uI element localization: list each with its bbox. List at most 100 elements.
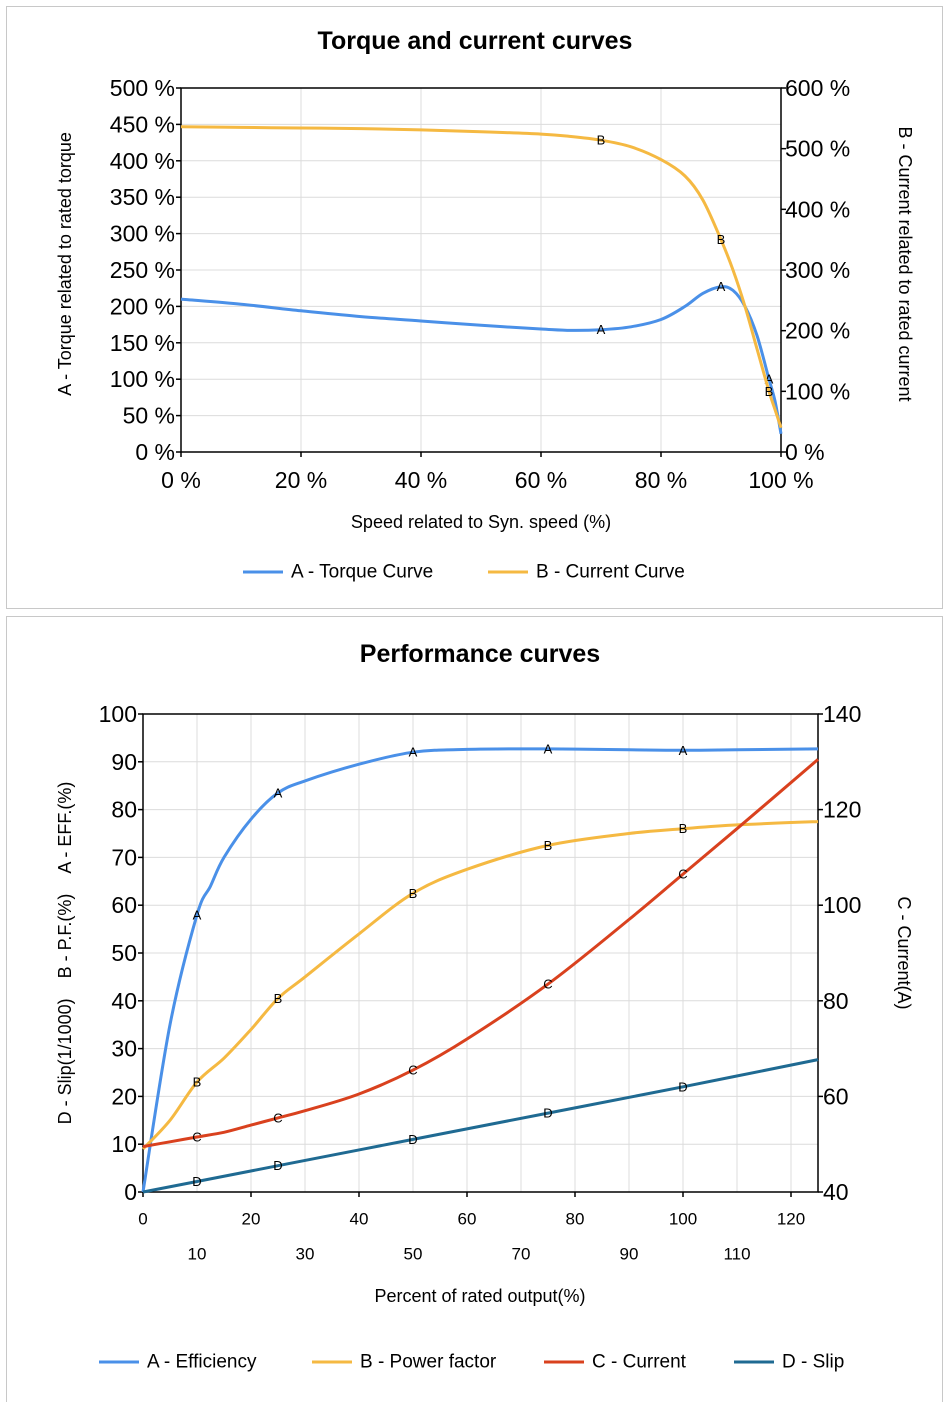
- series-point-marker-b: B: [765, 384, 774, 399]
- series-point-marker-d: D: [408, 1132, 417, 1147]
- series-point-marker-b: B: [274, 991, 283, 1006]
- series-point-marker-b: B: [409, 886, 418, 901]
- x-tick-label: 60 %: [515, 467, 567, 493]
- x-tick-label-bottom: 30: [296, 1245, 315, 1264]
- y-left-tick-label: 150 %: [110, 330, 175, 356]
- x-tick-label-bottom: 90: [620, 1245, 639, 1264]
- series-line-b: [180, 125, 783, 429]
- series-point-marker-c: C: [192, 1130, 201, 1145]
- series-point-marker-a: A: [274, 785, 283, 800]
- series-line-a: [180, 285, 783, 435]
- x-tick-label-bottom: 10: [188, 1245, 207, 1264]
- series-line-d: [142, 1058, 819, 1194]
- grid: [181, 88, 781, 452]
- series-point-marker-c: C: [543, 977, 552, 992]
- y-left-tick-label: 50 %: [123, 403, 175, 429]
- legend-item-label: D - Slip: [782, 1352, 844, 1373]
- y-left-axis-label-part: B - P.F.(%): [55, 894, 75, 979]
- legend-item-label: A - Efficiency: [147, 1352, 257, 1373]
- x-tick-label: 0 %: [161, 467, 201, 493]
- chart-title: Performance curves: [360, 640, 600, 668]
- y-right-tick-label: 600 %: [785, 75, 850, 101]
- legend-item-label: A - Torque Curve: [291, 562, 433, 583]
- y-right-tick-label: 60: [823, 1083, 849, 1109]
- y-right-tick-label: 0 %: [785, 439, 825, 465]
- series-point-marker-a: A: [193, 907, 202, 922]
- grid: [143, 714, 818, 1192]
- y-left-tick-label: 30: [111, 1036, 137, 1062]
- series-point-marker-a: A: [717, 279, 726, 294]
- x-tick-label-top: 60: [458, 1210, 477, 1229]
- series-point-marker-b: B: [544, 838, 553, 853]
- y-left-tick-label: 300 %: [110, 221, 175, 247]
- x-tick-label: 100 %: [748, 467, 813, 493]
- series-point-marker-c: C: [273, 1110, 282, 1125]
- y-right-axis-label: B - Current related to rated current: [895, 126, 915, 401]
- y-left-tick-label: 100: [99, 701, 137, 727]
- series-point-marker-a: A: [409, 745, 418, 760]
- chart-title: Torque and current curves: [318, 27, 633, 55]
- x-tick-label: 80 %: [635, 467, 687, 493]
- series-point-marker-b: B: [597, 133, 606, 148]
- y-left-tick-label: 50: [111, 940, 137, 966]
- series-point-marker-b: B: [193, 1075, 202, 1090]
- series-point-marker-c: C: [678, 867, 687, 882]
- y-left-tick-label: 450 %: [110, 111, 175, 137]
- series-point-marker-b: B: [717, 232, 726, 247]
- y-left-tick-label: 40: [111, 988, 137, 1014]
- series-point-marker-a: A: [597, 322, 606, 337]
- series-point-marker-c: C: [408, 1063, 417, 1078]
- x-tick-label-bottom: 70: [512, 1245, 531, 1264]
- y-left-tick-label: 20: [111, 1083, 137, 1109]
- torque-current-chart: Torque and current curves 0 % 20 % 40 % 60 %…: [55, 27, 915, 583]
- legend-item-label: C - Current: [592, 1352, 687, 1373]
- x-tick-label-top: 80: [566, 1210, 585, 1229]
- series-point-marker-b: B: [679, 821, 688, 836]
- x-tick-label-top: 20: [242, 1210, 261, 1229]
- y-right-tick-label: 300 %: [785, 257, 850, 283]
- y-right-tick-label: 400 %: [785, 196, 850, 222]
- x-tick-label-top: 40: [350, 1210, 369, 1229]
- y-left-axis-label: D - Slip(1/1000) B - P.F.(%) A - EFF.(%): [55, 782, 75, 1125]
- x-tick-label-top: 0: [138, 1210, 147, 1229]
- x-tick-label: 20 %: [275, 467, 327, 493]
- torque-current-chart-panel: Torque and current curves 0 % 20 % 40 % 60 %…: [6, 6, 943, 609]
- series-line-c: [142, 758, 819, 1149]
- y-left-axis-label: A - Torque related to rated torque: [55, 132, 75, 396]
- x-axis-label: Speed related to Syn. speed (%): [351, 512, 611, 532]
- series-point-marker-d: D: [192, 1174, 201, 1189]
- y-left-tick-label: 400 %: [110, 148, 175, 174]
- series-point-marker-d: D: [543, 1106, 552, 1121]
- y-left-tick-label: 0 %: [135, 439, 175, 465]
- x-tick-label-top: 100: [669, 1210, 697, 1229]
- y-left-tick-label: 100 %: [110, 366, 175, 392]
- y-left-axis-label-gap: [55, 978, 75, 998]
- series-point-marker-a: A: [765, 372, 774, 387]
- y-right-axis-label: C - Current(A): [894, 896, 914, 1009]
- y-right-tick-label: 500 %: [785, 136, 850, 162]
- legend-item-label: B - Power factor: [360, 1352, 497, 1373]
- x-tick-label: 40 %: [395, 467, 447, 493]
- x-axis-label: Percent of rated output(%): [374, 1286, 585, 1306]
- y-left-tick-label: 500 %: [110, 75, 175, 101]
- y-left-tick-label: 60: [111, 892, 137, 918]
- y-left-tick-label: 350 %: [110, 184, 175, 210]
- y-left-tick-label: 10: [111, 1131, 137, 1157]
- series-point-marker-a: A: [679, 743, 688, 758]
- y-left-axis-label-part: D - Slip(1/1000): [55, 998, 75, 1124]
- y-left-tick-label: 250 %: [110, 257, 175, 283]
- y-right-tick-label: 40: [823, 1179, 849, 1205]
- y-left-tick-label: 90: [111, 749, 137, 775]
- y-right-tick-label: 120: [823, 797, 861, 823]
- y-right-tick-label: 100 %: [785, 378, 850, 404]
- x-tick-label-bottom: 110: [723, 1245, 750, 1264]
- series-point-marker-a: A: [544, 741, 553, 756]
- y-right-tick-label: 80: [823, 988, 849, 1014]
- y-left-tick-label: 80: [111, 797, 137, 823]
- x-tick-label-top: 120: [777, 1210, 805, 1229]
- y-left-tick-label: 0: [124, 1179, 137, 1205]
- y-left-axis-label-part: A - EFF.(%): [55, 782, 75, 874]
- y-right-tick-label: 100: [823, 892, 861, 918]
- y-left-axis-label-gap: [55, 874, 75, 894]
